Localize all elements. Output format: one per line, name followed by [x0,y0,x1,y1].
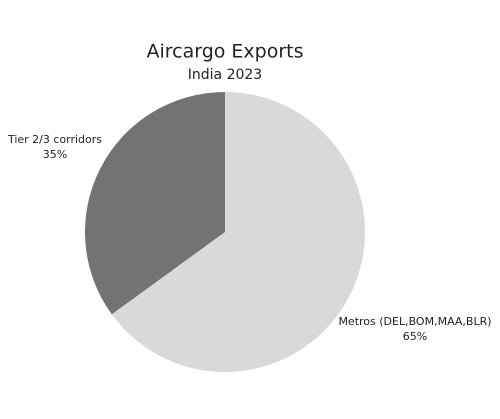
slice-label: Tier 2/3 corridors [7,133,102,146]
slice-value-label: 35% [43,148,67,161]
chart-title: Aircargo Exports [146,41,303,63]
pie-slice [85,92,225,315]
pie-slice [111,92,366,372]
slice-value-label: 65% [403,330,427,343]
chart-subtitle: India 2023 [188,67,262,83]
slice-label: Metros (DEL,BOM,MAA,BLR) [338,315,491,328]
